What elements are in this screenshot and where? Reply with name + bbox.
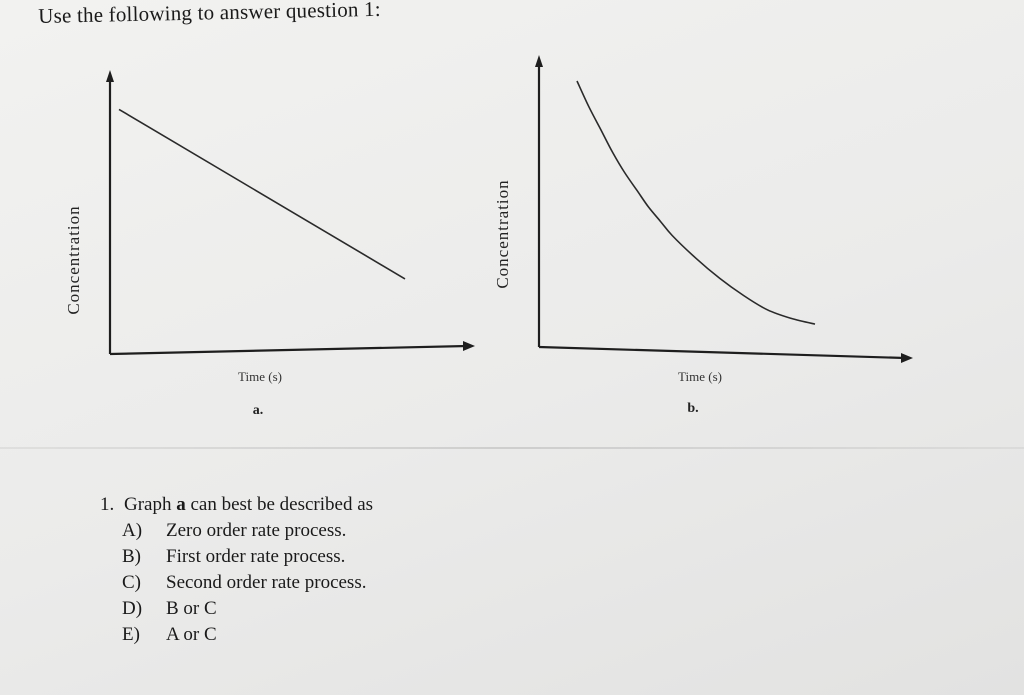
option-e-text: A or C bbox=[166, 624, 217, 645]
intro-text: Use the following to answer question 1: bbox=[38, 0, 382, 28]
option-d-letter: D) bbox=[122, 598, 143, 619]
option-b-letter: B) bbox=[122, 546, 141, 567]
graph-a-label: a. bbox=[253, 403, 264, 418]
graph-a-y-arrow bbox=[106, 70, 114, 82]
option-d-text: B or C bbox=[166, 598, 217, 619]
question-number: 1. bbox=[100, 494, 115, 515]
option-c[interactable]: C) Second order rate process. bbox=[100, 570, 373, 596]
option-d[interactable]: D) B or C bbox=[100, 596, 373, 622]
graph-a-line bbox=[118, 108, 406, 280]
option-c-text: Second order rate process. bbox=[166, 572, 367, 593]
graph-a: Concentration Time (s) a. bbox=[64, 70, 475, 418]
question-stem: 1. Graph a can best be described as bbox=[100, 492, 373, 518]
graph-a-x-arrow bbox=[463, 341, 475, 351]
graph-b: Concentration Time (s) b. bbox=[493, 55, 913, 416]
paper-fold bbox=[0, 447, 1024, 449]
option-a-text: Zero order rate process. bbox=[166, 520, 347, 541]
answer-options: A) Zero order rate process. B) First order… bbox=[100, 518, 373, 648]
graph-b-label: b. bbox=[687, 401, 698, 416]
option-e[interactable]: E) A or C bbox=[100, 622, 373, 648]
graph-a-x-axis bbox=[109, 344, 468, 356]
option-b[interactable]: B) First order rate process. bbox=[100, 544, 373, 570]
option-c-letter: C) bbox=[122, 572, 141, 593]
graph-b-curve bbox=[576, 80, 816, 325]
option-e-letter: E) bbox=[122, 624, 140, 645]
graph-b-x-arrow bbox=[901, 353, 913, 363]
graph-a-y-label: Concentration bbox=[64, 205, 83, 314]
option-a-letter: A) bbox=[122, 520, 143, 541]
graph-a-x-label: Time (s) bbox=[238, 369, 282, 384]
stem-graph-ref: a bbox=[176, 494, 186, 515]
stem-pre: Graph bbox=[124, 494, 177, 515]
graph-b-x-axis bbox=[538, 345, 906, 360]
question-1: 1. Graph a can best be described as A) Zer… bbox=[100, 492, 373, 648]
stem-post: can best be described as bbox=[185, 494, 374, 515]
option-a[interactable]: A) Zero order rate process. bbox=[100, 518, 373, 544]
graph-b-x-label: Time (s) bbox=[678, 369, 722, 384]
graph-b-y-arrow bbox=[535, 55, 543, 67]
graph-b-y-label: Concentration bbox=[493, 179, 512, 288]
option-b-text: First order rate process. bbox=[166, 546, 346, 567]
